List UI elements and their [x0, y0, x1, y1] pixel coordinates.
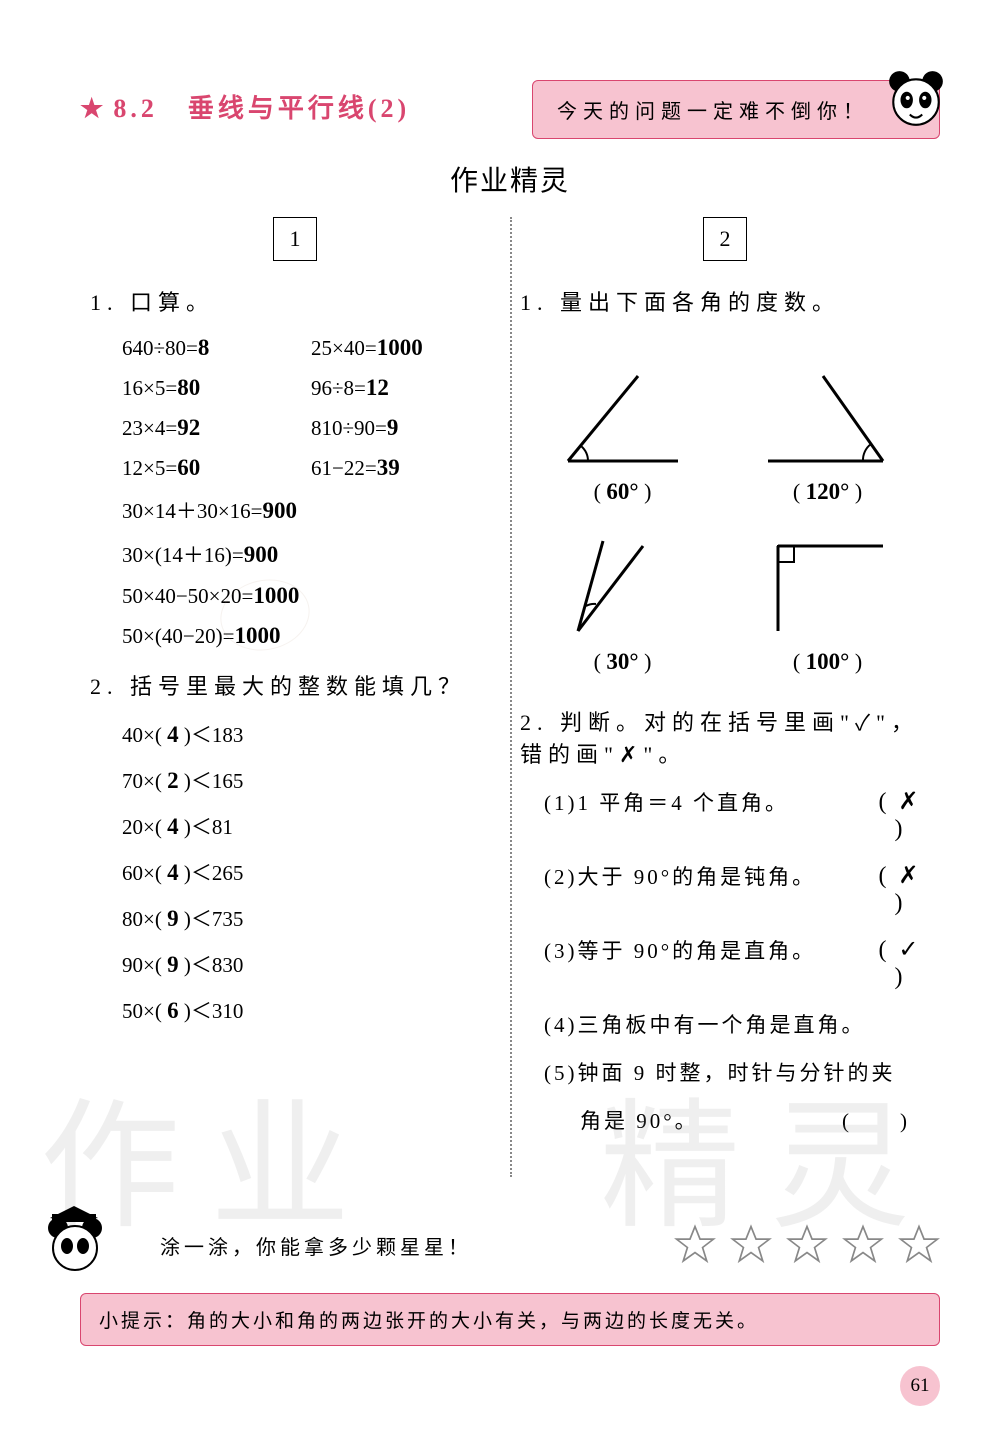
stars-prompt: 涂一涂，你能拿多少颗星星！ — [160, 1231, 472, 1260]
star-icon — [730, 1224, 772, 1266]
angle-cell: ( 60° ) — [520, 335, 725, 505]
equation-row: 30×14＋30×16=900 — [90, 495, 500, 525]
footer-stars-row: 涂一涂，你能拿多少颗星星！ — [80, 1224, 940, 1266]
equation-row: 16×5=8096÷8=12 — [90, 375, 500, 401]
equation-row: 12×5=6061−22=39 — [90, 455, 500, 481]
column-divider — [510, 217, 512, 1177]
fill-row: 70×( 2 )＜165 — [90, 765, 500, 795]
angle-cell: ( 30° ) — [520, 505, 725, 675]
hint-label: 小提示： — [99, 1311, 187, 1332]
q2-title: 2. 括号里最大的整数能填几？ — [90, 669, 500, 701]
right-column: 2 1. 量出下面各角的度数。 ( 60° )( 120° )( 30° )( … — [510, 217, 940, 1153]
angle-cell: ( 120° ) — [725, 335, 930, 505]
r-q1-title: 1. 量出下面各角的度数。 — [520, 285, 930, 317]
encouragement-banner: 今天的问题一定难不倒你！ — [532, 80, 940, 139]
star-icon — [674, 1224, 716, 1266]
fill-row: 60×( 4 )＜265 — [90, 857, 500, 887]
left-column: 1 1. 口算。 640÷80=825×40=1000 16×5=8096÷8=1… — [80, 217, 510, 1153]
star-icon — [842, 1224, 884, 1266]
r-q2-title: 2. 判断。对的在括号里画"✓"，错的画"✗"。 — [520, 705, 930, 769]
fill-row: 90×( 9 )＜830 — [90, 949, 500, 979]
fill-row: 50×( 6 )＜310 — [90, 995, 500, 1025]
q1-title: 1. 口算。 — [90, 285, 500, 317]
stars-container — [674, 1224, 940, 1266]
section-number: 8.2 — [113, 94, 158, 123]
fill-row: 40×( 4 )＜183 — [90, 719, 500, 749]
section-title: ★8.2 垂线与平行线(2) — [80, 80, 410, 125]
judge-item-5-cont: 角是 90°。 ( ) — [520, 1105, 930, 1135]
fill-row: 80×( 9 )＜735 — [90, 903, 500, 933]
handwritten-header: 作业精灵 — [80, 159, 940, 199]
equation-row: 30×(14＋16)=900 — [90, 539, 500, 569]
judge-row: (2)大于 90°的角是钝角。( ✗ ) — [520, 861, 930, 917]
judge-row: (3)等于 90°的角是直角。( ✓ ) — [520, 935, 930, 991]
content-columns: 1 1. 口算。 640÷80=825×40=1000 16×5=8096÷8=1… — [80, 217, 940, 1153]
star-icon — [898, 1224, 940, 1266]
banner-text: 今天的问题一定难不倒你！ — [557, 101, 869, 123]
judge-row: (1)1 平角＝4 个直角。( ✗ ) — [520, 787, 930, 843]
star-icon: ★ — [80, 94, 107, 123]
judge-row: (5)钟面 9 时整，时针与分针的夹 — [520, 1057, 930, 1087]
angle-grid: ( 60° )( 120° )( 30° )( 100° ) — [520, 335, 930, 675]
star-icon — [786, 1224, 828, 1266]
judge-row: (4)三角板中有一个角是直角。 — [520, 1009, 930, 1039]
hint-text: 角的大小和角的两边张开的大小有关，与两边的长度无关。 — [187, 1311, 759, 1332]
column-badge-1: 1 — [273, 217, 317, 261]
hint-box: 小提示：角的大小和角的两边张开的大小有关，与两边的长度无关。 — [80, 1293, 940, 1346]
angle-cell: ( 100° ) — [725, 505, 930, 675]
column-badge-2: 2 — [703, 217, 747, 261]
page-number: 61 — [900, 1366, 940, 1406]
panda-icon — [885, 69, 947, 131]
header: ★8.2 垂线与平行线(2) 今天的问题一定难不倒你！ — [80, 80, 940, 139]
equation-row: 640÷80=825×40=1000 — [90, 335, 500, 361]
section-name: 垂线与平行线(2) — [188, 94, 410, 123]
equation-row: 23×4=92810÷90=9 — [90, 415, 500, 441]
fill-row: 20×( 4 )＜81 — [90, 811, 500, 841]
